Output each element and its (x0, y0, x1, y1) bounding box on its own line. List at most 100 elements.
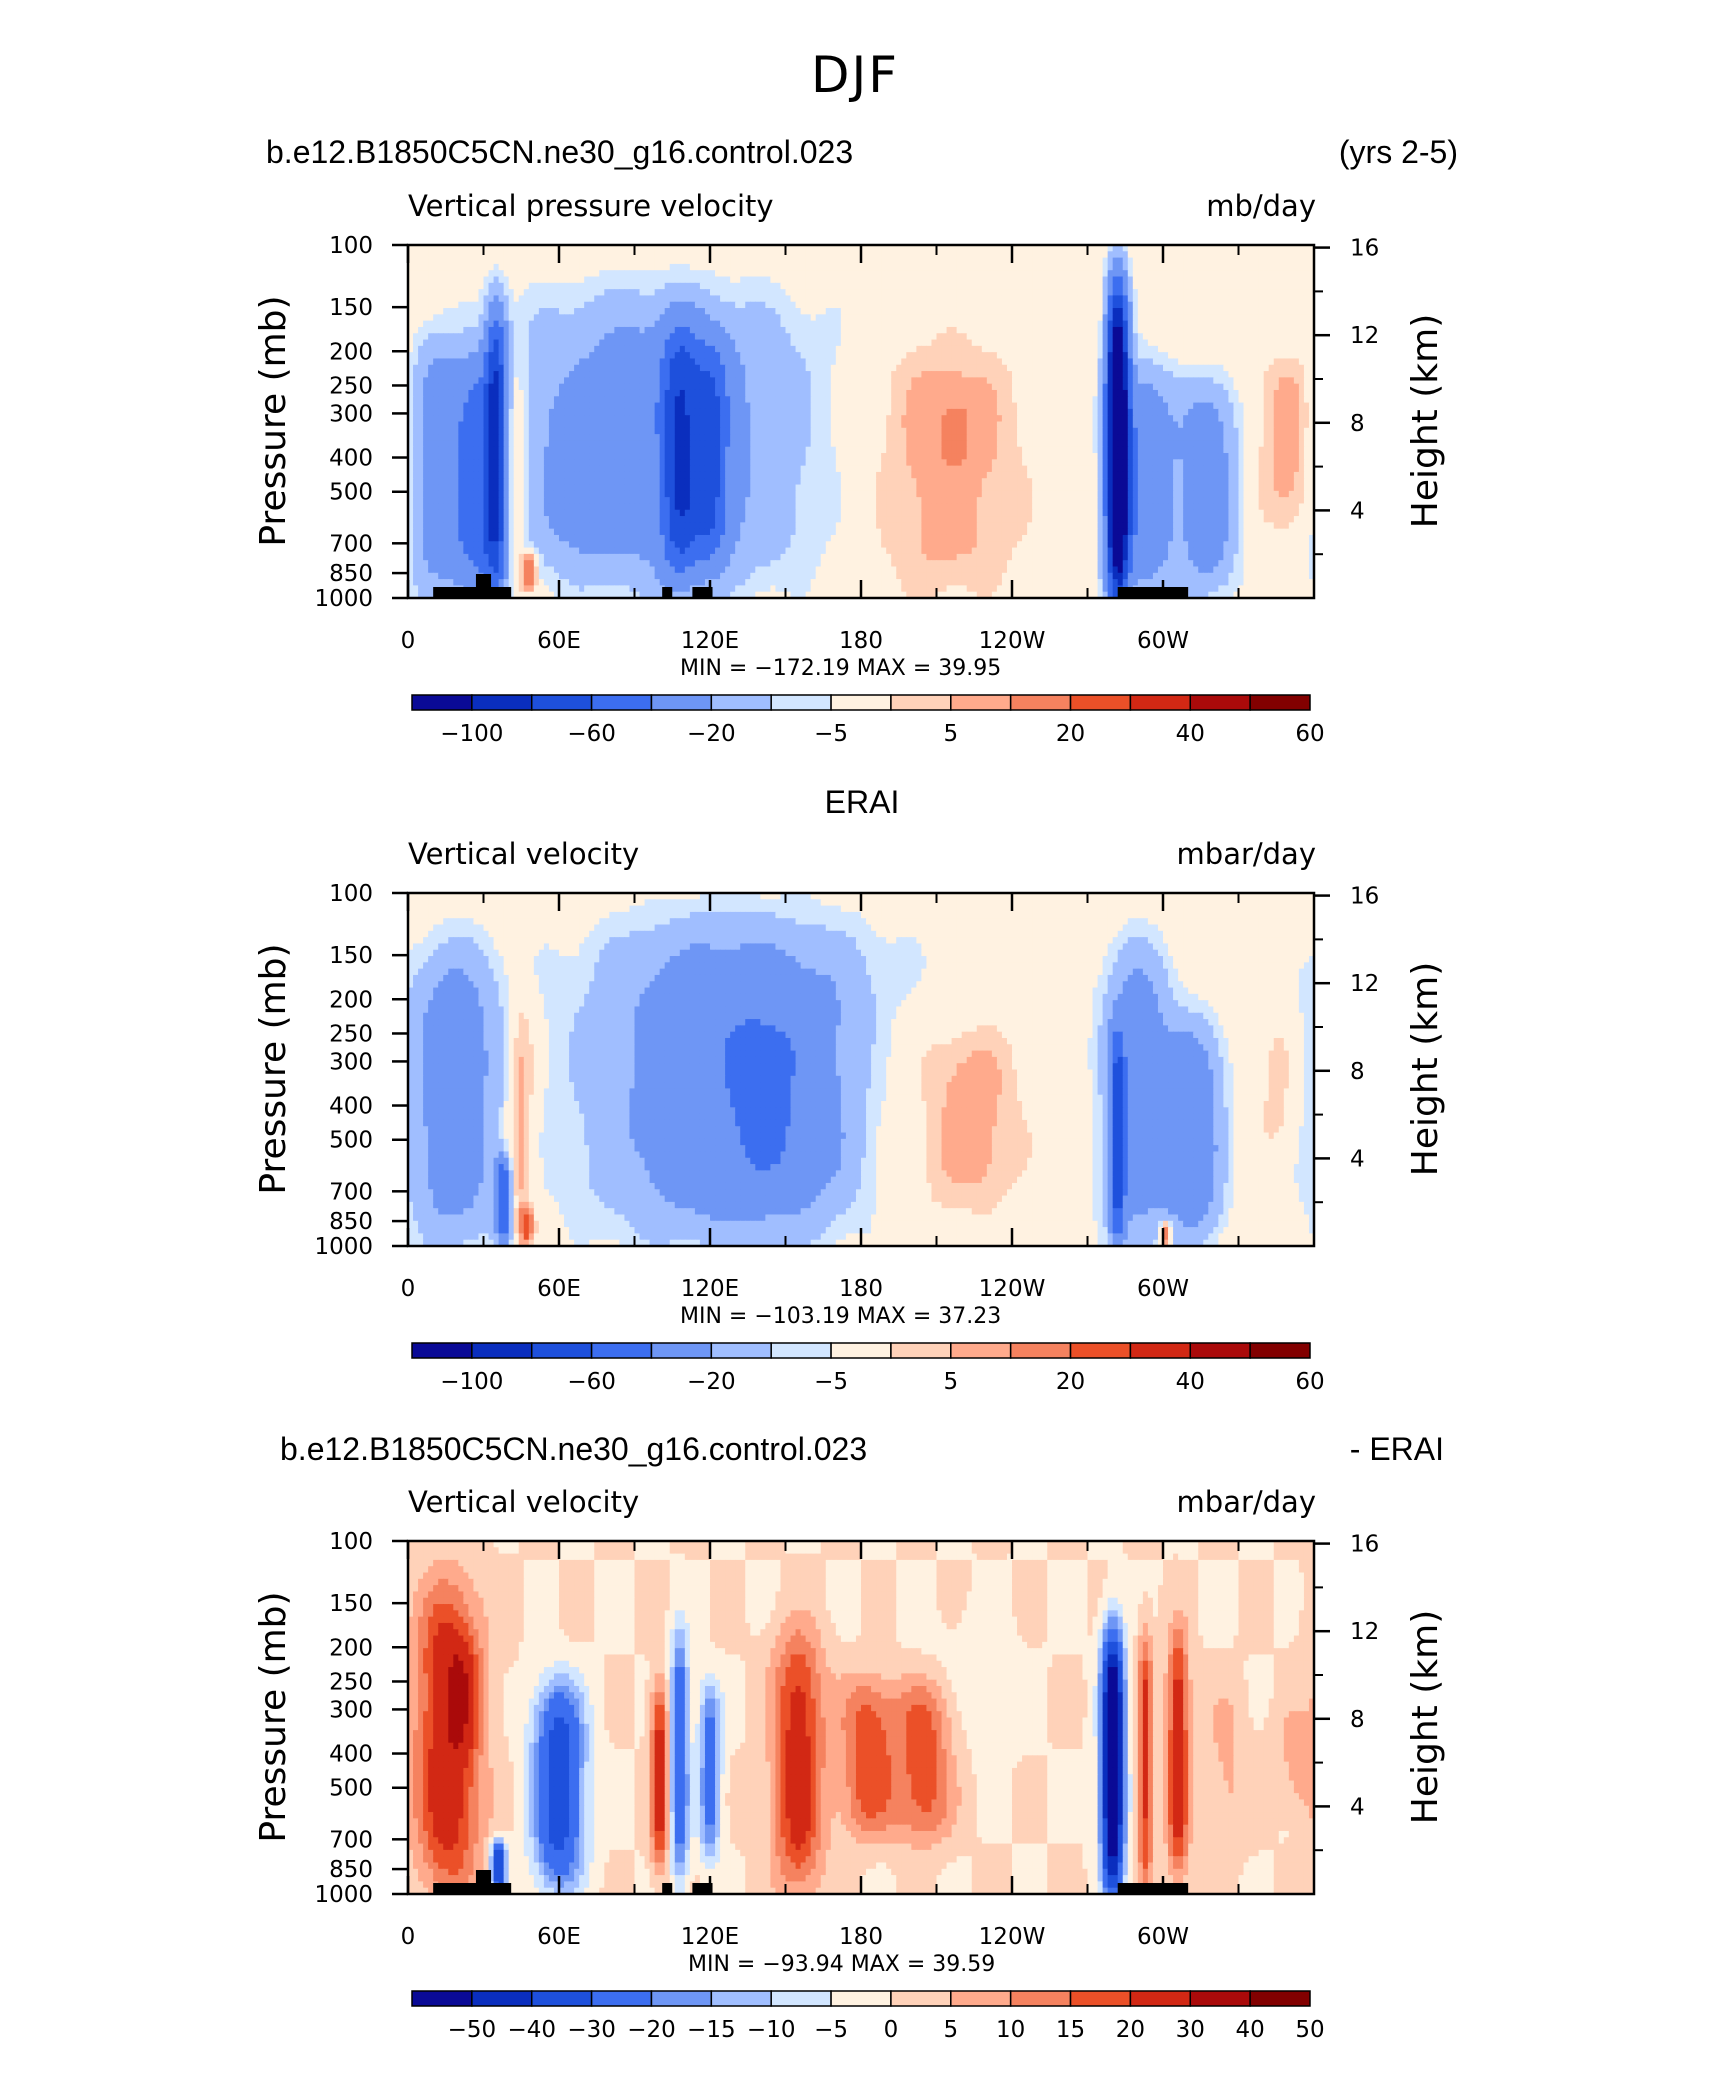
field-cell (906, 358, 912, 365)
field-cell (821, 377, 827, 384)
field-cell (619, 277, 625, 284)
field-cell (514, 321, 520, 328)
field-cell (1163, 340, 1169, 347)
field-cell (1168, 403, 1174, 410)
field-cell (604, 340, 610, 347)
field-cell (509, 258, 515, 265)
field-cell (1183, 409, 1189, 416)
field-cell (650, 384, 656, 391)
field-cell (1012, 340, 1018, 347)
field-cell (1299, 371, 1305, 378)
field-cell (514, 327, 520, 334)
field-cell (594, 415, 600, 422)
field-cell (660, 409, 666, 416)
field-cell (589, 270, 595, 277)
field-cell (1047, 283, 1053, 290)
field-cell (604, 365, 610, 372)
field-cell (1153, 251, 1159, 258)
field-cell (680, 314, 686, 321)
field-cell (972, 415, 978, 422)
field-cell (972, 302, 978, 309)
field-cell (720, 314, 726, 321)
field-cell (1233, 321, 1239, 328)
field-cell (1143, 270, 1149, 277)
field-cell (705, 270, 711, 277)
field-cell (765, 321, 771, 328)
field-cell (433, 371, 439, 378)
field-cell (901, 333, 907, 340)
field-cell (499, 365, 505, 372)
field-cell (972, 377, 978, 384)
field-cell (901, 327, 907, 334)
field-cell (1193, 377, 1199, 384)
field-cell (645, 321, 651, 328)
field-cell (1012, 371, 1018, 378)
field-cell (1032, 308, 1038, 315)
field-cell (1244, 295, 1250, 302)
field-cell (1284, 289, 1290, 296)
field-cell (1188, 396, 1194, 403)
field-cell (836, 340, 842, 347)
field-cell (1269, 403, 1275, 410)
field-cell (896, 352, 902, 359)
field-cell (1163, 283, 1169, 290)
field-cell (1128, 295, 1134, 302)
field-cell (1062, 358, 1068, 365)
field-cell (796, 314, 802, 321)
field-cell (544, 302, 550, 309)
field-cell (579, 295, 585, 302)
field-cell (1213, 358, 1219, 365)
field-cell (423, 321, 429, 328)
field-cell (1052, 390, 1058, 397)
field-cell (780, 403, 786, 410)
field-cell (775, 358, 781, 365)
field-cell (836, 258, 842, 265)
field-cell (619, 403, 625, 410)
field-cell (1022, 333, 1028, 340)
field-cell (886, 377, 892, 384)
field-cell (624, 340, 630, 347)
field-cell (453, 327, 459, 334)
field-cell (1223, 308, 1229, 315)
field-cell (705, 403, 711, 410)
field-cell (705, 308, 711, 315)
field-cell (690, 283, 696, 290)
field-cell (826, 258, 832, 265)
field-cell (579, 302, 585, 309)
field-cell (609, 251, 615, 258)
field-cell (1108, 295, 1114, 302)
field-cell (760, 352, 766, 359)
field-cell (1007, 384, 1013, 391)
field-cell (443, 295, 449, 302)
field-cell (564, 270, 570, 277)
field-cell (982, 365, 988, 372)
field-cell (614, 390, 620, 397)
field-cell (967, 358, 973, 365)
field-cell (448, 277, 454, 284)
field-cell (660, 340, 666, 347)
field-cell (987, 358, 993, 365)
field-cell (640, 396, 646, 403)
field-cell (977, 295, 983, 302)
field-cell (786, 308, 792, 315)
field-cell (1022, 321, 1028, 328)
field-cell (916, 365, 922, 372)
field-cell (992, 365, 998, 372)
field-cell (700, 352, 706, 359)
field-cell (786, 277, 792, 284)
field-cell (1032, 264, 1038, 271)
field-cell (624, 371, 630, 378)
field-cell (549, 358, 555, 365)
field-cell (740, 314, 746, 321)
field-cell (705, 377, 711, 384)
field-cell (977, 277, 983, 284)
field-cell (987, 289, 993, 296)
field-cell (861, 302, 867, 309)
field-cell (1158, 352, 1164, 359)
field-cell (942, 258, 948, 265)
field-cell (775, 314, 781, 321)
field-cell (886, 346, 892, 353)
field-cell (947, 321, 953, 328)
field-cell (1259, 314, 1265, 321)
field-cell (931, 327, 937, 334)
